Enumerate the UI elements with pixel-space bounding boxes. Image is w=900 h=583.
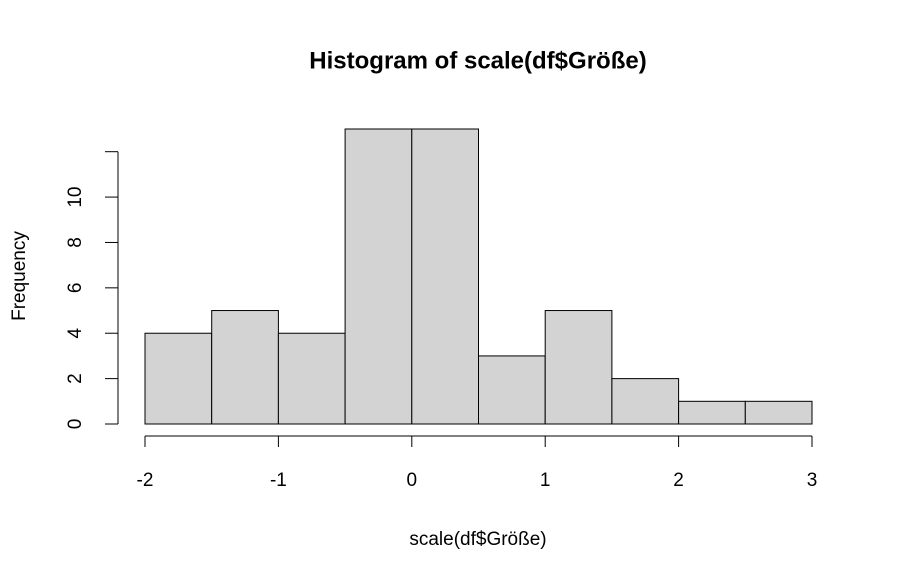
y-tick-label: 4 (65, 328, 86, 339)
bar (277, 332, 346, 425)
y-tick-label: 6 (65, 283, 86, 294)
chart-title: Histogram of scale(df$Größe) (309, 47, 646, 74)
bar (678, 400, 746, 425)
y-tick-label: 0 (65, 419, 86, 430)
bar (411, 128, 479, 425)
x-axis-label: scale(df$Größe) (409, 529, 546, 550)
bar (744, 400, 813, 425)
x-tick-label: 3 (807, 470, 818, 491)
bar (478, 355, 546, 425)
x-tick-label: -1 (270, 470, 287, 491)
bar (344, 128, 413, 425)
y-tick-label: 8 (65, 237, 86, 248)
y-tick-label: 10 (65, 187, 86, 208)
y-axis-label: Frequency (9, 231, 30, 321)
bar (544, 310, 613, 425)
y-tick-label: 2 (65, 373, 86, 384)
x-tick-label: 2 (673, 470, 684, 491)
x-tick-label: -2 (137, 470, 154, 491)
x-tick-label: 1 (540, 470, 551, 491)
bar (611, 378, 680, 425)
x-tick-label: 0 (407, 470, 418, 491)
bar (144, 332, 213, 425)
bar (211, 310, 279, 425)
